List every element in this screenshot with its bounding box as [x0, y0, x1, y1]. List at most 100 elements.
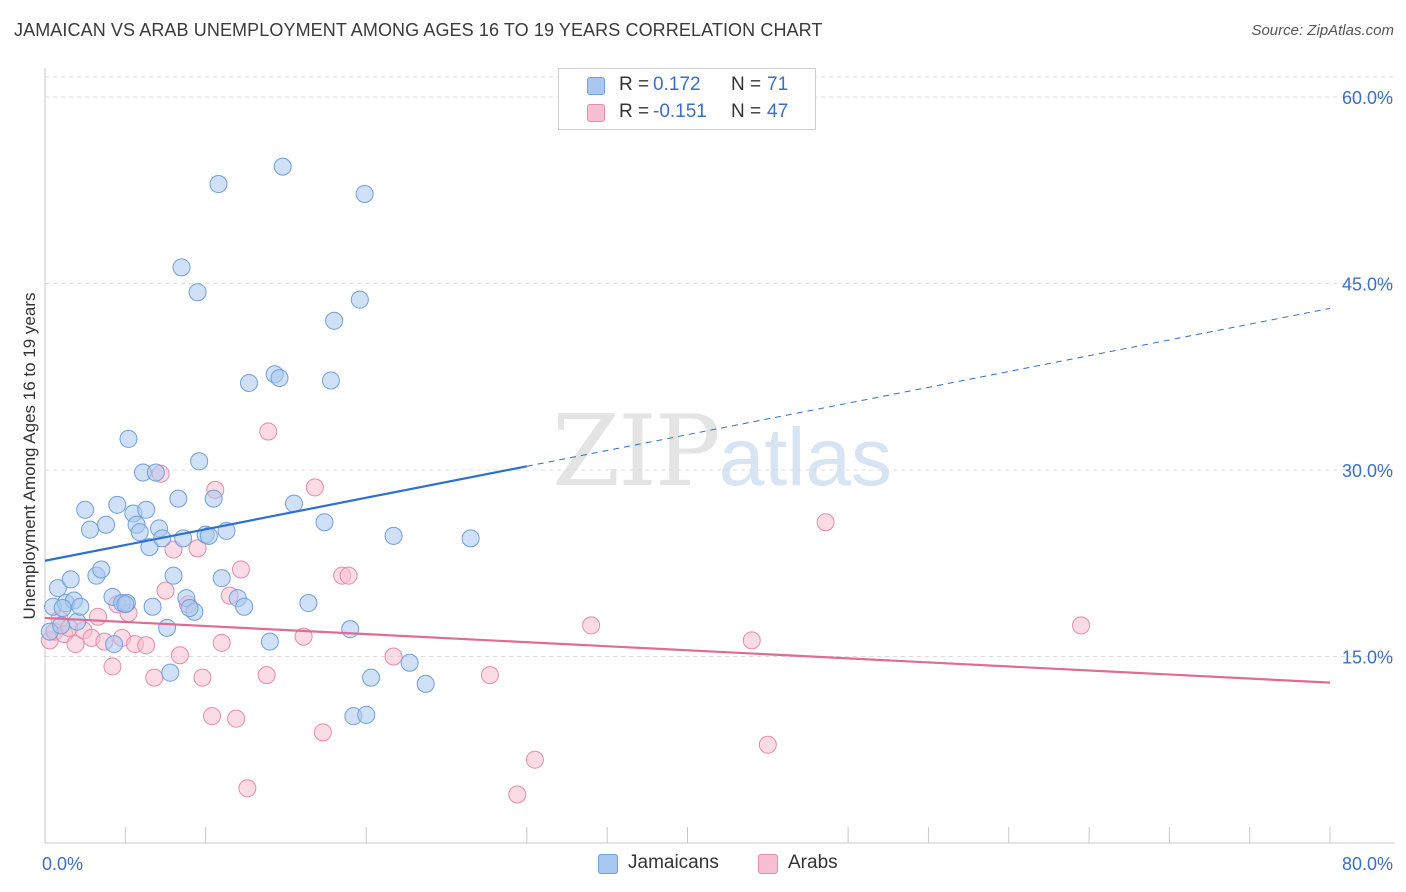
arabs-point [816, 513, 835, 532]
jamaicans-point [140, 538, 159, 557]
jamaicans-point [199, 526, 218, 545]
jamaicans-point [97, 515, 116, 534]
arabs-legend-swatch [758, 854, 778, 874]
jamaicans-point [169, 489, 188, 508]
arabs-points [40, 422, 1091, 804]
jamaicans-point [172, 258, 191, 277]
legend-n-label: N = [731, 101, 762, 122]
arabs-point [227, 709, 246, 728]
arabs-point [203, 707, 222, 726]
jamaicans-point [400, 653, 419, 672]
jamaicans-point [92, 560, 111, 579]
watermark-zip: ZIP [552, 395, 721, 509]
source-credit: Source: ZipAtlas.com [1251, 22, 1394, 39]
jamaicans-trend-line [44, 465, 528, 562]
arabs-point [238, 779, 257, 798]
jamaicans-point [48, 579, 67, 598]
chart-title: JAMAICAN VS ARAB UNEMPLOYMENT AMONG AGES… [14, 20, 823, 40]
legend-r-value: -0.151 [653, 101, 707, 122]
arabs-point [259, 422, 278, 441]
jamaicans-point [161, 663, 180, 682]
jamaicans-point [108, 495, 127, 514]
legend-n-value: 47 [767, 101, 789, 122]
legend-r-value: 0.172 [653, 74, 701, 95]
jamaicans-point [357, 705, 376, 724]
legend-r-label: R = [619, 101, 650, 122]
jamaicans-point [130, 523, 149, 542]
jamaicans-point [204, 489, 223, 508]
arabs-point [294, 627, 313, 646]
jamaicans-point [164, 566, 183, 585]
jamaicans-point [105, 635, 124, 654]
jamaicans-point [260, 632, 279, 651]
jamaicans-point [273, 157, 292, 176]
jamaicans-point [325, 311, 344, 330]
jamaicans-swatch [587, 77, 605, 95]
arabs-point [257, 666, 276, 685]
y-tick-label: 45.0% [1342, 275, 1393, 295]
jamaicans-point [188, 283, 207, 302]
arabs-point [170, 646, 189, 665]
jamaicans-point [355, 184, 374, 203]
x-tick-label: 0.0% [42, 854, 83, 874]
legend-row-jamaicans: R = 0.172 N = 71 [559, 74, 815, 100]
arabs-point [231, 560, 250, 579]
jamaicans-point [61, 570, 80, 589]
arabs-point [89, 607, 108, 626]
arabs-point [525, 750, 544, 769]
legend-n-value: 71 [767, 74, 789, 95]
arabs-point [103, 657, 122, 676]
arabs-point [742, 631, 761, 650]
correlation-legend: R = 0.172 N = 71 R = -0.151 N = 47 [558, 68, 816, 130]
jamaicans-point [68, 612, 87, 631]
arabs-point [758, 735, 777, 754]
jamaicans-trend-extension [526, 307, 1331, 467]
jamaicans-point [137, 500, 156, 519]
legend-row-arabs: R = -0.151 N = 47 [559, 101, 815, 127]
arabs-point [480, 666, 499, 685]
watermark: ZIPatlas [552, 395, 892, 509]
arabs-point [508, 785, 527, 804]
arabs-point [1072, 616, 1091, 635]
arabs-trend-line [44, 616, 1331, 684]
jamaicans-point [119, 429, 138, 448]
legend-r-label: R = [619, 74, 650, 95]
arabs-point [212, 633, 231, 652]
jamaicans-points [40, 157, 480, 726]
jamaicans-point [350, 290, 369, 309]
arabs-point [582, 616, 601, 635]
jamaicans-point [416, 674, 435, 693]
x-tick-label: 80.0% [1342, 854, 1393, 874]
y-tick-label: 60.0% [1342, 88, 1393, 108]
arabs-point [313, 723, 332, 742]
jamaicans-point [461, 529, 480, 548]
jamaicans-point [212, 569, 231, 588]
jamaicans-point [116, 595, 135, 614]
arabs-point [188, 539, 207, 558]
jamaicans-point [321, 371, 340, 390]
arabs-point [339, 566, 358, 585]
arabs-point [145, 668, 164, 687]
jamaicans-point [341, 620, 360, 639]
watermark-atlas: atlas [718, 412, 892, 503]
jamaicans-point [158, 618, 177, 637]
jamaicans-point [299, 594, 318, 613]
jamaicans-point [180, 599, 199, 618]
jamaicans-point [384, 526, 403, 545]
jamaicans-legend-label: Jamaicans [628, 852, 719, 873]
jamaicans-point [315, 513, 334, 532]
arabs-point [305, 478, 324, 497]
arabs-point [66, 635, 85, 654]
jamaicans-point [284, 494, 303, 513]
y-axis-label: Unemployment Among Ages 16 to 19 years [20, 292, 39, 620]
axes [44, 68, 1395, 844]
legend-n-label: N = [731, 74, 762, 95]
jamaicans-point [71, 597, 90, 616]
jamaicans-point [209, 175, 228, 194]
jamaicans-point [76, 500, 95, 519]
arabs-point [193, 668, 212, 687]
y-tick-label: 15.0% [1342, 648, 1393, 668]
jamaicans-legend-swatch [598, 854, 618, 874]
jamaicans-point [239, 373, 258, 392]
